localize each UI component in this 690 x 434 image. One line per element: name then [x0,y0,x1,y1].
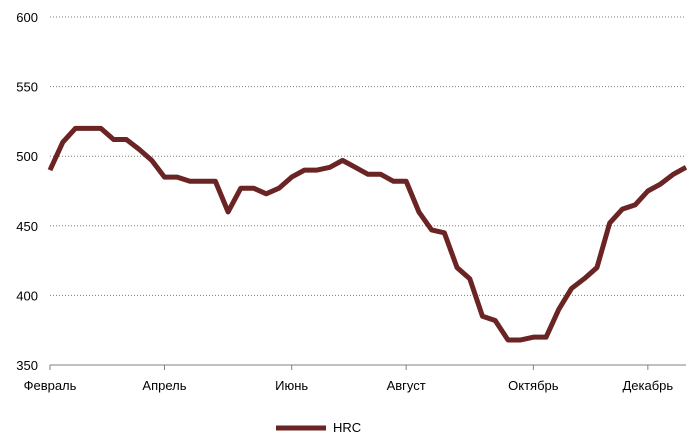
x-tick-label: Февраль [24,378,77,393]
y-tick-label: 450 [16,219,38,234]
series-line-hrc [47,125,688,343]
x-tick-label: Июнь [275,378,308,393]
x-tick-label: Октябрь [508,378,559,393]
x-tick-label: Август [387,378,426,393]
y-axis: 350 400 450 500 550 600 [16,10,38,373]
y-tick-label: 400 [16,288,38,303]
y-tick-label: 550 [16,80,38,95]
x-tick-label: Апрель [142,378,186,393]
gridlines [50,16,686,296]
x-axis: Февраль Апрель Июнь Август Октябрь Декабрь [24,364,686,393]
legend-label-hrc: HRC [333,420,361,434]
y-tick-label: 350 [16,358,38,373]
series-group [47,125,688,343]
x-tick-label: Декабрь [622,378,673,393]
legend: HRC [276,420,361,434]
y-tick-label: 500 [16,149,38,164]
y-tick-label: 600 [16,10,38,25]
